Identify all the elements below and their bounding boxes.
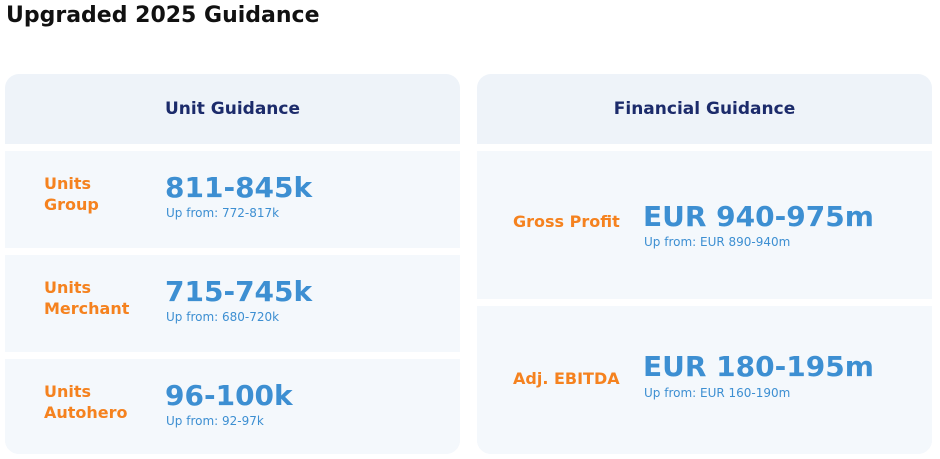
- adj-ebitda-value: EUR 180-195m: [643, 350, 874, 383]
- unit-guidance-header: Unit Guidance: [164, 99, 300, 119]
- units-merchant-previous: Up from: 680-720k: [166, 310, 280, 324]
- adj-ebitda-row: Adj. EBITDA EUR 180-195m Up from: EUR 16…: [477, 299, 932, 454]
- units-group-row: Units Group 811-845k Up from: 772-817k: [5, 144, 460, 248]
- gross-profit-previous: Up from: EUR 890-940m: [644, 235, 791, 249]
- unit-guidance-panel: Unit Guidance Units Group 811-845k Up fr…: [5, 74, 460, 454]
- units-merchant-row: Units Merchant 715-745k Up from: 680-720…: [5, 248, 460, 352]
- units-autohero-previous: Up from: 92-97k: [166, 414, 264, 428]
- adj-ebitda-label: Adj. EBITDA: [513, 369, 620, 388]
- units-merchant-value: 715-745k: [165, 275, 313, 308]
- units-merchant-label: Units Merchant: [44, 278, 130, 318]
- adj-ebitda-previous: Up from: EUR 160-190m: [644, 386, 791, 400]
- financial-guidance-header: Financial Guidance: [613, 99, 796, 119]
- gross-profit-value: EUR 940-975m: [643, 200, 874, 233]
- units-autohero-value: 96-100k: [165, 379, 293, 412]
- gross-profit-label: Gross Profit: [513, 212, 620, 231]
- units-group-label: Units Group: [44, 174, 99, 214]
- units-group-previous: Up from: 772-817k: [166, 206, 280, 220]
- units-autohero-label: Units Autohero: [44, 382, 128, 422]
- financial-guidance-panel: Financial Guidance Gross Profit EUR 940-…: [477, 74, 932, 454]
- units-autohero-row: Units Autohero 96-100k Up from: 92-97k: [5, 352, 460, 454]
- units-group-value: 811-845k: [165, 171, 313, 204]
- page-title: Upgraded 2025 Guidance: [6, 3, 320, 28]
- gross-profit-row: Gross Profit EUR 940-975m Up from: EUR 8…: [477, 144, 932, 299]
